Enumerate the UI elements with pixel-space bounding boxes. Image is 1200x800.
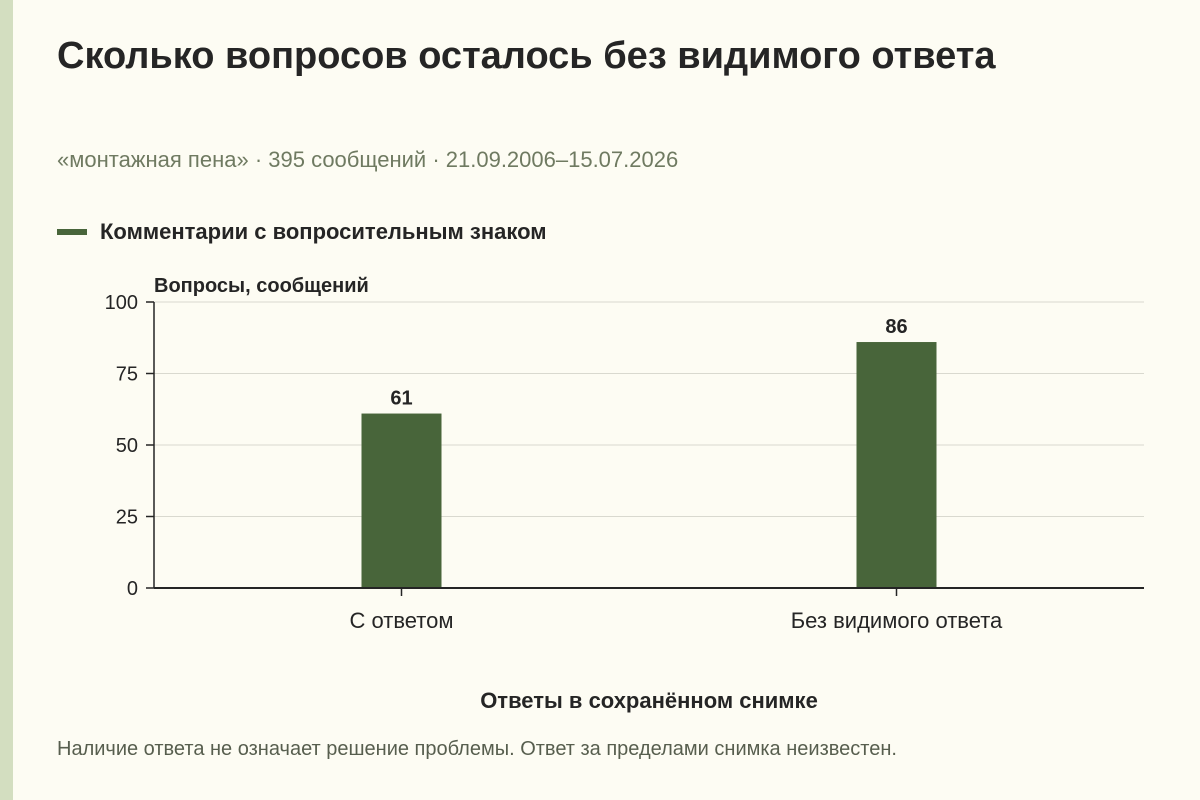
bar (856, 342, 937, 588)
x-axis-ticks: С ответом Без видимого ответа (350, 588, 1003, 633)
legend-swatch (57, 229, 87, 235)
y-axis-title: Вопросы, сообщений (154, 275, 369, 297)
gridlines (154, 301, 1144, 517)
legend: Комментарии с вопросительным знаком (57, 217, 547, 247)
bar (361, 413, 442, 588)
y-tick-label: 100 (105, 292, 138, 314)
footnote: Наличие ответа не означает решение пробл… (57, 738, 897, 760)
bars: 61 86 (361, 316, 937, 588)
bar-value-label: 61 (390, 388, 412, 410)
left-accent-stripe (0, 0, 13, 800)
y-tick-label: 25 (116, 507, 138, 529)
x-axis-title: Ответы в сохранённом снимке (480, 688, 818, 713)
bar-value-label: 86 (885, 316, 907, 338)
chart-title: Сколько вопросов осталось без видимого о… (57, 35, 996, 77)
y-tick-label: 0 (127, 578, 138, 600)
y-axis-ticks: 0 25 50 75 100 (105, 292, 154, 600)
chart-subtitle: «монтажная пена» · 395 сообщений · 21.09… (57, 147, 679, 172)
legend-label: Комментарии с вопросительным знаком (100, 219, 547, 244)
x-category-label: С ответом (350, 608, 454, 633)
x-category-label: Без видимого ответа (791, 608, 1003, 633)
y-tick-label: 75 (116, 364, 138, 386)
y-tick-label: 50 (116, 435, 138, 457)
